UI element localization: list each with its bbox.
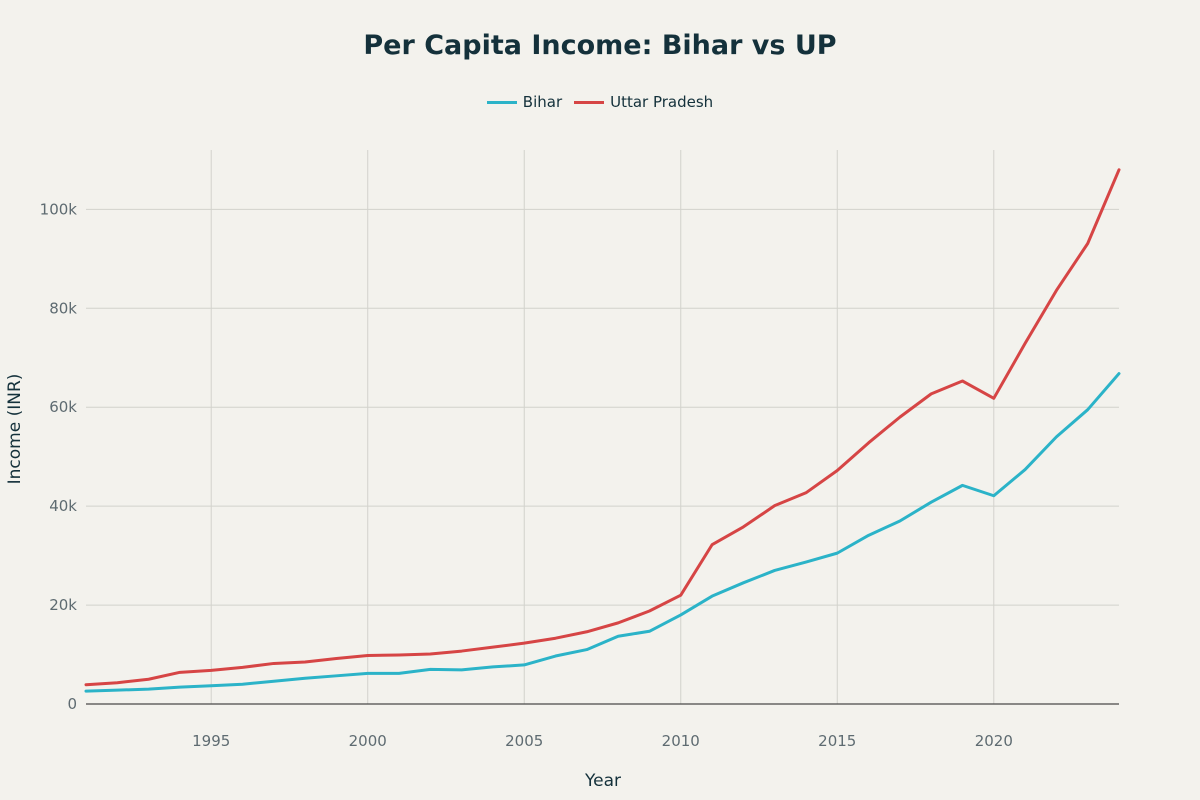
y-tick-label-40k: 40k xyxy=(49,497,77,515)
chart-title: Per Capita Income: Bihar vs UP xyxy=(363,30,837,61)
y-tick-label-100k: 100k xyxy=(40,200,78,218)
y-tick-label-20k: 20k xyxy=(49,596,77,614)
legend-swatch-uttar-pradesh xyxy=(574,100,605,104)
legend-item-uttar-pradesh[interactable]: Uttar Pradesh xyxy=(574,93,713,111)
x-tick-label-2010: 2010 xyxy=(662,732,700,750)
series-line-bihar[interactable] xyxy=(84,372,1121,693)
x-tick-label-2020: 2020 xyxy=(975,732,1013,750)
legend-swatch-bihar xyxy=(486,100,517,104)
grid-layer xyxy=(86,150,1119,704)
x-tick-label-1995: 1995 xyxy=(192,732,230,750)
series-line-uttar-pradesh[interactable] xyxy=(84,168,1121,687)
axis-layer: 1995 2000 2005 2010 2015 2020 0 20k 40k 60k 80k 100… xyxy=(40,200,1119,750)
legend: Bihar Uttar Pradesh xyxy=(0,93,1200,111)
y-tick-label-60k: 60k xyxy=(49,398,77,416)
y-axis-title: Income (INR) xyxy=(5,374,25,485)
label-layer: Year Income (INR) xyxy=(5,374,621,791)
legend-item-bihar[interactable]: Bihar xyxy=(486,93,563,111)
series-layer xyxy=(84,168,1121,693)
x-tick-label-2000: 2000 xyxy=(349,732,387,750)
y-tick-label-0: 0 xyxy=(67,695,77,713)
x-tick-label-2015: 2015 xyxy=(818,732,856,750)
x-tick-label-2005: 2005 xyxy=(505,732,543,750)
y-tick-label-80k: 80k xyxy=(49,299,77,317)
legend-label-uttar-pradesh: Uttar Pradesh xyxy=(610,93,714,111)
legend-label-bihar: Bihar xyxy=(522,93,563,111)
x-axis-title: Year xyxy=(584,771,621,791)
